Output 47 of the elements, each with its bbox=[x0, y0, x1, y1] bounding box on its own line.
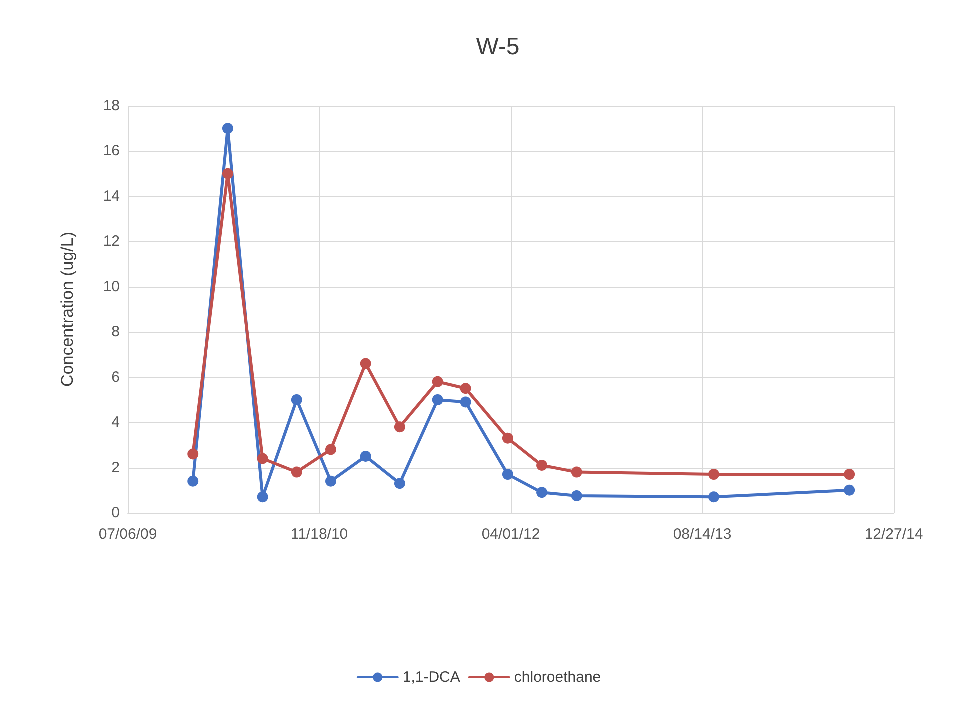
y-axis-title: Concentration (ug/L) bbox=[58, 232, 77, 387]
y-tick-label: 10 bbox=[103, 278, 120, 296]
point bbox=[536, 487, 548, 498]
y-tick-label: 18 bbox=[103, 98, 120, 114]
legend-label: 1,1-DCA bbox=[402, 669, 460, 686]
point bbox=[571, 490, 582, 502]
point bbox=[188, 448, 199, 460]
y-tick-label: 6 bbox=[112, 368, 120, 386]
x-tick-label: 07/06/09 bbox=[98, 526, 158, 543]
point bbox=[844, 469, 856, 480]
point bbox=[257, 492, 268, 503]
y-tick-label: 16 bbox=[103, 142, 120, 160]
legend-label: chloroethane bbox=[514, 669, 602, 686]
x-tick-label: 08/14/13 bbox=[673, 526, 732, 543]
point bbox=[502, 469, 514, 480]
x-tick-label: 04/01/12 bbox=[482, 526, 540, 543]
point bbox=[360, 450, 372, 462]
point bbox=[536, 460, 548, 472]
y-tick-label: 0 bbox=[112, 504, 120, 522]
point bbox=[432, 394, 444, 406]
point bbox=[708, 469, 720, 480]
point bbox=[571, 466, 582, 478]
point bbox=[394, 478, 406, 490]
x-tick-label: 11/18/10 bbox=[290, 526, 348, 543]
point bbox=[326, 444, 336, 456]
point bbox=[222, 123, 234, 134]
point bbox=[257, 453, 268, 464]
point bbox=[291, 394, 302, 406]
y-tick-label: 2 bbox=[112, 459, 120, 476]
y-tick-label: 4 bbox=[112, 414, 120, 432]
point bbox=[460, 396, 472, 408]
point bbox=[844, 484, 856, 496]
point bbox=[460, 383, 472, 394]
point bbox=[502, 432, 514, 444]
point bbox=[360, 358, 372, 370]
x-tick-label: 12/27/14 bbox=[864, 526, 924, 543]
chart-title: W-5 bbox=[476, 34, 520, 60]
point bbox=[394, 422, 406, 433]
y-tick-label: 14 bbox=[103, 188, 120, 205]
point bbox=[708, 492, 720, 503]
point bbox=[188, 476, 199, 487]
point bbox=[326, 476, 336, 487]
point bbox=[432, 376, 444, 388]
y-tick-label: 8 bbox=[112, 324, 120, 341]
point bbox=[222, 168, 234, 180]
point bbox=[291, 466, 302, 478]
y-tick-label: 12 bbox=[103, 233, 120, 250]
